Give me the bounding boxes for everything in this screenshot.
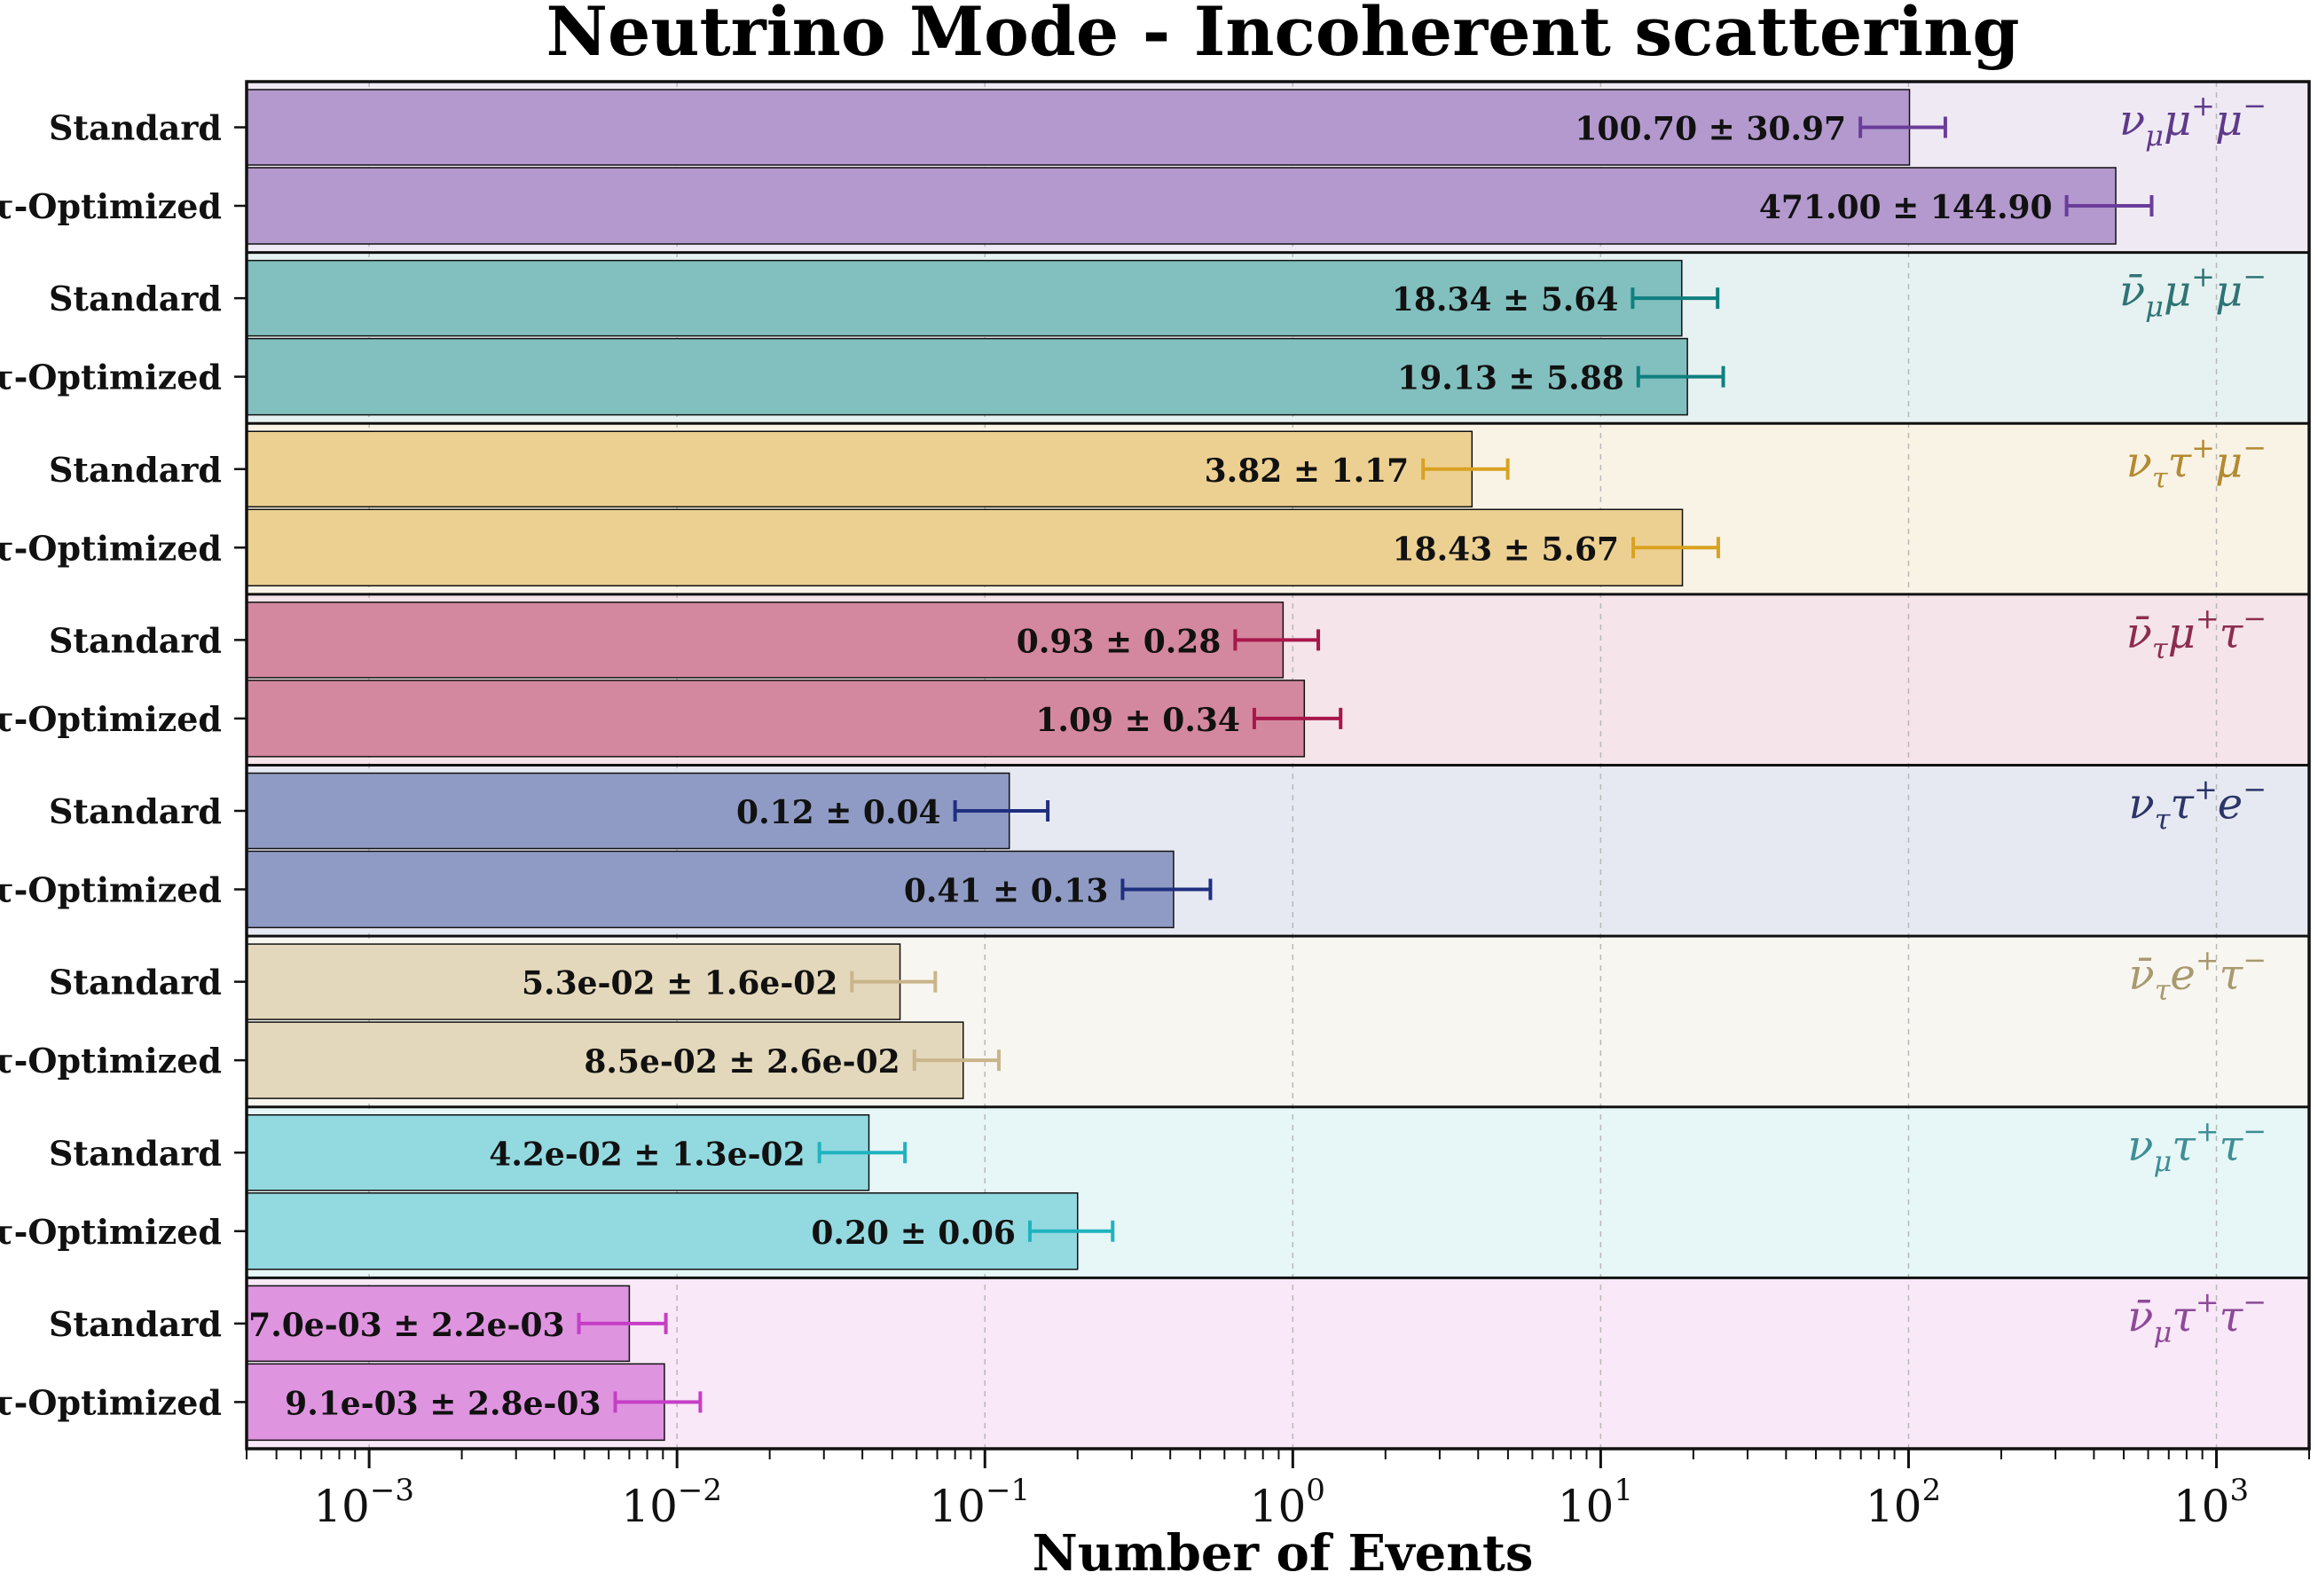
value-label: 471.00 ± 144.90 — [1759, 189, 2053, 226]
y-tick-label: Standard — [49, 1133, 222, 1173]
value-label: 100.70 ± 30.97 — [1575, 111, 1846, 148]
process-label: νμμ+μ− — [2119, 89, 2267, 153]
value-label: 1.09 ± 0.34 — [1035, 702, 1240, 739]
bar — [246, 89, 1911, 166]
plot-frame — [245, 80, 2311, 1451]
bar — [246, 1363, 665, 1442]
y-axis: Standard τ-Optimized Standard τ-Optimized St… — [0, 108, 247, 1422]
y-tick-label: τ-Optimized — [0, 528, 222, 568]
value-label: 7.0e-03 ± 2.2e-03 — [248, 1307, 564, 1344]
value-label: 18.43 ± 5.67 — [1392, 531, 1619, 568]
bar — [246, 601, 1285, 679]
process-label: ν̄τe+τ− — [2129, 943, 2267, 1007]
value-label: 0.20 ± 0.06 — [811, 1215, 1016, 1252]
y-tick-label: Standard — [49, 620, 222, 660]
process-label: νττ+μ− — [2126, 430, 2267, 494]
value-label: 0.93 ± 0.28 — [1017, 623, 1222, 660]
y-tick-label: Standard — [49, 279, 222, 318]
y-tick-label: τ-Optimized — [0, 699, 222, 739]
value-label: 9.1e-03 ± 2.8e-03 — [285, 1385, 601, 1422]
x-axis-label: Number of Events — [1033, 1524, 1534, 1583]
y-tick-label: τ-Optimized — [0, 358, 222, 397]
x-tick-label: 103 — [2173, 1473, 2249, 1532]
bar — [246, 850, 1175, 929]
y-tick-label: Standard — [49, 963, 222, 1002]
y-tick-label: τ-Optimized — [0, 1382, 222, 1422]
process-label: νμτ+τ− — [2127, 1114, 2267, 1178]
bar — [246, 1114, 870, 1191]
value-label: 0.41 ± 0.13 — [904, 873, 1109, 910]
y-tick-label: τ-Optimized — [0, 186, 222, 226]
y-tick-label: Standard — [49, 108, 222, 148]
value-label: 5.3e-02 ± 1.6e-02 — [522, 965, 837, 1002]
y-tick-label: τ-Optimized — [0, 1212, 222, 1252]
bar — [246, 167, 2117, 245]
process-label: ν̄μτ+τ− — [2127, 1285, 2267, 1348]
y-tick-label: Standard — [49, 1304, 222, 1344]
process-label: ν̄μμ+μ− — [2119, 260, 2267, 324]
bar — [246, 772, 1010, 850]
y-tick-label: τ-Optimized — [0, 1041, 222, 1081]
x-tick-label: 10−2 — [621, 1473, 722, 1532]
y-tick-label: Standard — [49, 450, 222, 490]
chart-title: Neutrino Mode - Incoherent scattering — [546, 0, 2019, 71]
process-label: νττ+e− — [2129, 773, 2267, 837]
y-tick-label: τ-Optimized — [0, 870, 222, 910]
bar — [246, 943, 901, 1020]
bar — [246, 1192, 1079, 1270]
value-label: 18.34 ± 5.64 — [1392, 281, 1619, 318]
process-label: ν̄τμ+τ− — [2126, 601, 2267, 665]
value-label: 19.13 ± 5.88 — [1397, 360, 1624, 397]
bar — [246, 680, 1306, 758]
x-tick-label: 100 — [1250, 1473, 1325, 1532]
x-tick-label: 10−1 — [929, 1473, 1030, 1532]
value-label: 3.82 ± 1.17 — [1205, 452, 1410, 490]
bar — [246, 1285, 631, 1363]
bar — [246, 337, 1688, 416]
value-label: 4.2e-02 ± 1.3e-02 — [489, 1136, 805, 1173]
bars: 100.70 ± 30.97 471.00 ± 144.90 νμμ+μ− 18.34… — [246, 89, 2267, 1442]
y-tick-label: Standard — [49, 791, 222, 831]
value-label: 0.12 ± 0.04 — [736, 794, 941, 831]
value-label: 8.5e-02 ± 2.6e-02 — [584, 1043, 900, 1081]
x-axis: 10−3 10−2 10−1 100 101 102 103 — [246, 1449, 2310, 1532]
x-tick-label: 101 — [1558, 1473, 1633, 1532]
x-tick-label: 102 — [1866, 1473, 1941, 1532]
bar — [246, 508, 1684, 586]
x-tick-label: 10−3 — [313, 1473, 414, 1532]
